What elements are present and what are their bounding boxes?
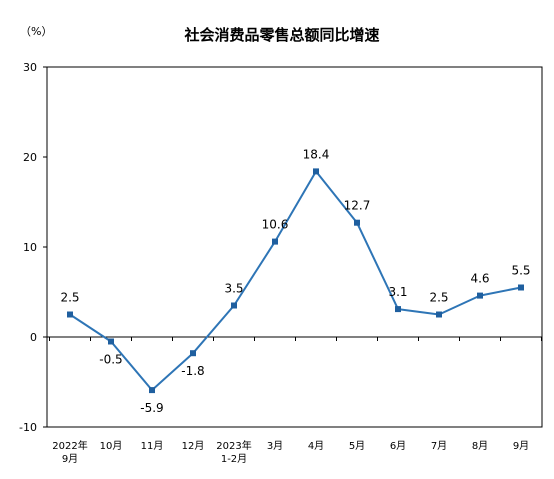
x-tick-label: 8月	[472, 440, 488, 452]
x-tick-label: 9月	[513, 440, 529, 452]
chart-title: 社会消费品零售总额同比增速	[183, 26, 379, 44]
x-tick-label: 10月	[100, 440, 123, 452]
y-tick-label: 30	[23, 61, 37, 74]
data-label: -5.9	[140, 401, 163, 415]
x-tick-label: 2023年	[216, 439, 251, 452]
data-point	[190, 350, 196, 357]
y-tick-label: -10	[19, 421, 37, 434]
data-point	[272, 238, 278, 245]
data-point	[395, 306, 401, 313]
x-tick-label: 2022年	[52, 439, 87, 452]
series-line	[69, 170, 522, 392]
data-label: 12.7	[344, 199, 371, 213]
x-tick-label: 3月	[267, 440, 283, 452]
data-point	[149, 387, 155, 394]
y-tick-label: 10	[23, 241, 37, 254]
data-point	[436, 311, 442, 318]
y-tick-label: 20	[23, 151, 37, 164]
x-tick-label: 4月	[308, 440, 324, 452]
data-point	[477, 292, 483, 299]
data-label: 3.1	[388, 285, 407, 299]
x-tick-label: 7月	[431, 440, 447, 452]
data-label: 5.5	[511, 264, 530, 278]
data-label: 3.5	[224, 282, 243, 296]
y-tick-label: 0	[30, 331, 37, 344]
y-unit-label: （%）	[20, 25, 52, 38]
data-label: -0.5	[99, 353, 122, 367]
data-point	[67, 311, 73, 318]
x-tick-label: 12月	[182, 440, 205, 452]
x-tick-label: 1-2月	[221, 453, 247, 465]
data-label: 4.6	[470, 272, 489, 286]
data-point	[108, 338, 114, 345]
data-label: 2.5	[60, 291, 79, 305]
x-tick-label: 5月	[349, 440, 365, 452]
plot-frame	[46, 66, 543, 428]
x-tick-label: 6月	[390, 440, 406, 452]
data-label: 10.6	[262, 218, 289, 232]
x-tick-label: 9月	[62, 453, 78, 465]
x-tick-label: 11月	[141, 440, 164, 452]
data-label: 18.4	[303, 147, 330, 161]
data-point	[354, 219, 360, 226]
data-point	[518, 284, 524, 291]
data-label: -1.8	[181, 364, 204, 378]
data-point	[313, 168, 319, 175]
data-point	[231, 302, 237, 309]
data-label: 2.5	[429, 291, 448, 305]
